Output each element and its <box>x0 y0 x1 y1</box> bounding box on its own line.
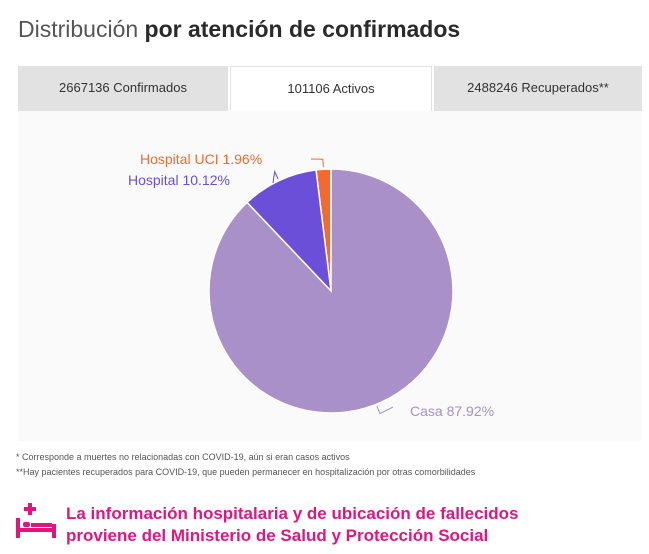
tab-activos[interactable]: 101106 Activos <box>230 66 432 112</box>
pie-slice-casa[interactable] <box>208 168 454 414</box>
leader-line-casa <box>376 405 394 415</box>
footnote-1: * Corresponde a muertes no relacionadas … <box>16 452 350 462</box>
hospital-bed-icon <box>16 503 56 538</box>
source-notice: La información hospitalaria y de ubicaci… <box>14 500 519 545</box>
footnote-2: **Hay pacientes recuperados para COVID-1… <box>16 467 476 477</box>
slice-label-hospital-uci: Hospital UCI 1.96% <box>140 151 262 167</box>
tab-recuperados[interactable]: 2488246 Recuperados** <box>434 66 642 112</box>
slice-label-hospital: Hospital 10.12% <box>128 172 230 188</box>
title-light: Distribución <box>18 16 139 42</box>
pie-chart: Casa 87.92% Hospital 10.12% Hospital UCI 1… <box>128 151 494 419</box>
source-line-1: La información hospitalaria y de ubicaci… <box>66 504 519 523</box>
tab-confirmados[interactable]: 2667136 Confirmados <box>18 66 228 112</box>
source-notice-text: La información hospitalaria y de ubicaci… <box>66 503 519 547</box>
slice-label-casa: Casa 87.92% <box>410 403 494 419</box>
source-line-2: proviene del Ministerio de Salud y Prote… <box>66 526 489 545</box>
page-title: Distribución por atención de confirmados <box>18 16 460 43</box>
pie-slice-hospital[interactable] <box>245 169 333 294</box>
leader-line-hospital-uci <box>310 158 324 168</box>
leader-line-hospital <box>272 169 279 184</box>
tab-bar: 2667136 Confirmados 101106 Activos 24882… <box>18 66 642 112</box>
chart-panel: Casa 87.92% Hospital 10.12% Hospital UCI 1… <box>18 111 642 441</box>
title-bold: por atención de confirmados <box>144 16 461 42</box>
